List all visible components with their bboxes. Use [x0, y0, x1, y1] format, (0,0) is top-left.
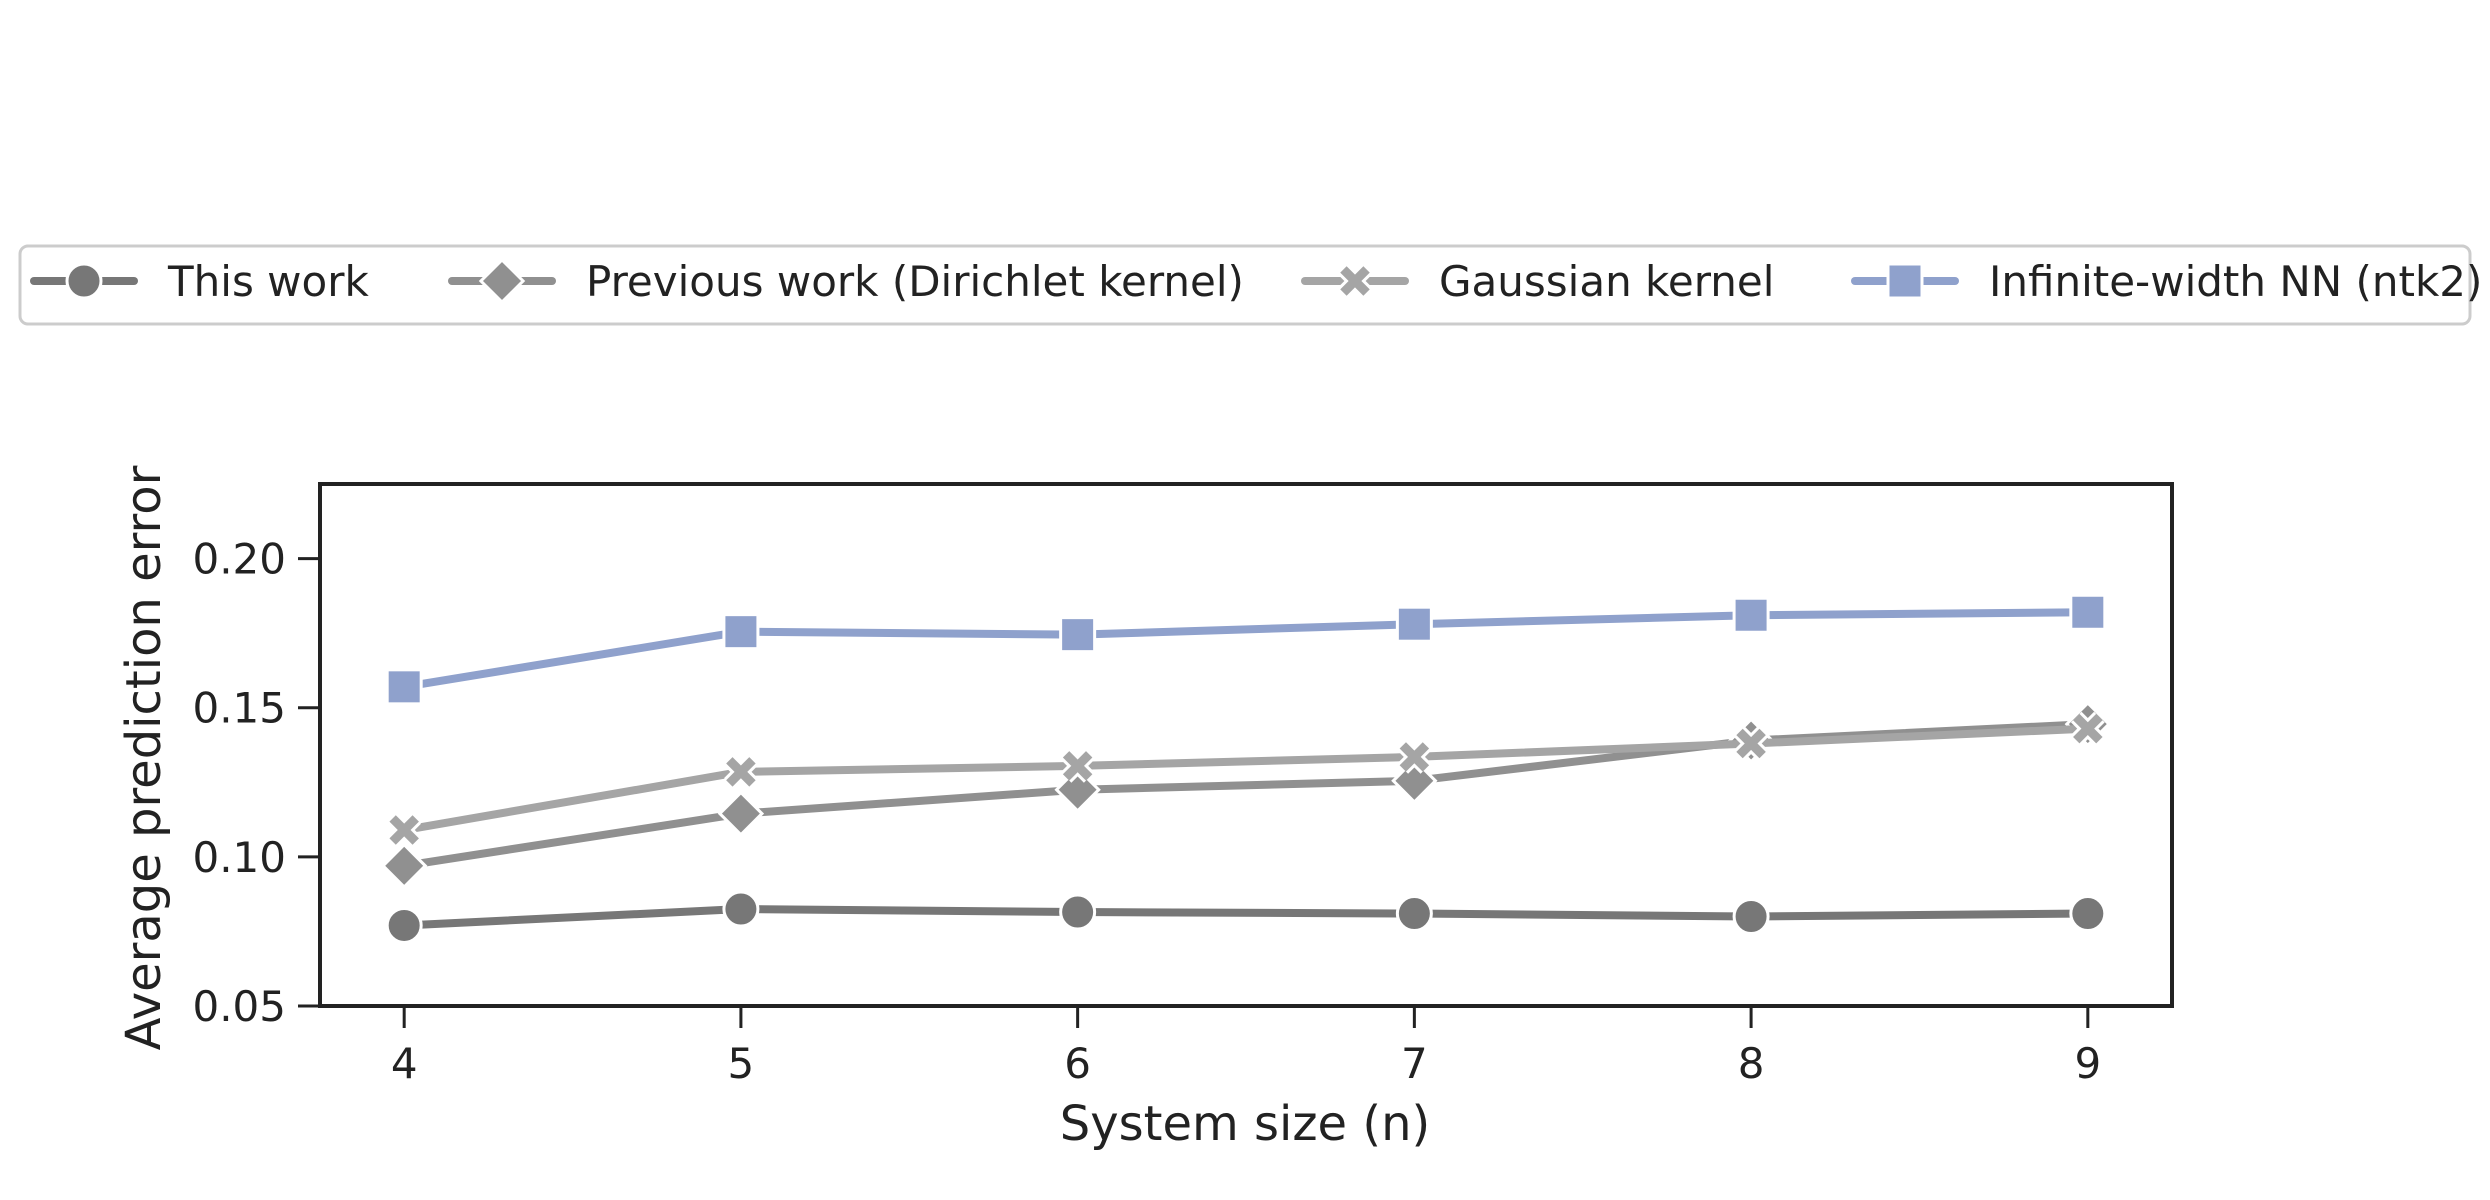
data-point	[1059, 616, 1097, 654]
plot-area: 0.05 0.10 0.15 0.20 4 5 6 7 8 9	[192, 482, 2174, 1088]
data-point	[2069, 895, 2107, 933]
data-point	[1395, 895, 1433, 933]
data-point	[1059, 893, 1097, 931]
x-tick-label: 9	[2074, 1039, 2101, 1088]
data-point	[2070, 711, 2105, 746]
legend-item: This work	[30, 257, 369, 306]
data-point	[380, 842, 428, 890]
legend-label: Previous work (Dirichlet kernel)	[586, 257, 1244, 306]
y-axis-label: Average prediction error	[116, 465, 172, 1050]
data-point	[1391, 757, 1438, 804]
series-line	[400, 905, 2092, 930]
data-point	[1732, 596, 1770, 634]
series-diamond	[380, 700, 2112, 890]
data-point	[1060, 749, 1095, 783]
x-tick-label: 8	[1738, 1039, 1765, 1088]
y-tick-label: 0.05	[192, 982, 286, 1031]
legend-item: Gaussian kernel	[1301, 257, 1774, 306]
legend-item: Previous work (Dirichlet kernel)	[448, 257, 1244, 306]
series-x	[387, 711, 2105, 847]
legend-marker	[65, 262, 103, 300]
y-tick-label: 0.20	[192, 535, 286, 584]
x-tick-label: 7	[1401, 1039, 1428, 1088]
data-point	[722, 890, 760, 928]
plot-frame	[318, 482, 2174, 1008]
data-point	[385, 906, 423, 944]
series-square	[385, 593, 2107, 706]
legend-marker	[478, 257, 526, 305]
legend-label: This work	[167, 257, 369, 306]
data-point	[717, 790, 765, 837]
legend-frame	[18, 244, 2472, 326]
legend-label: Infinite-width NN (ntk2)	[1989, 257, 2482, 306]
legend-marker	[1338, 264, 1372, 298]
data-point	[1734, 726, 1768, 761]
data-point	[385, 668, 423, 706]
x-tick-label: 6	[1064, 1039, 1091, 1088]
x-tick-label: 5	[728, 1039, 755, 1088]
data-point	[387, 813, 422, 847]
legend-label: Gaussian kernel	[1439, 257, 1774, 306]
series-line	[400, 724, 2092, 835]
x-tick-label: 4	[391, 1039, 418, 1088]
legend-item: Infinite-width NN (ntk2)	[1851, 257, 2482, 306]
legend-marker	[1886, 262, 1924, 300]
y-tick-label: 0.15	[192, 684, 286, 733]
data-point	[1395, 605, 1433, 643]
data-point	[722, 613, 760, 651]
series-line	[400, 608, 2092, 691]
data-point	[2069, 593, 2107, 631]
data-point	[1732, 898, 1770, 936]
y-tick-label: 0.10	[192, 833, 286, 882]
series-line	[400, 720, 2092, 870]
series-circle	[385, 890, 2107, 944]
data-point	[724, 754, 758, 789]
data-point	[1397, 740, 1432, 774]
data-point	[1054, 766, 1101, 813]
x-axis-label: System size (n)	[1060, 1096, 1430, 1152]
legend: This work Previous work (Dirichlet kernel…	[18, 244, 2482, 326]
